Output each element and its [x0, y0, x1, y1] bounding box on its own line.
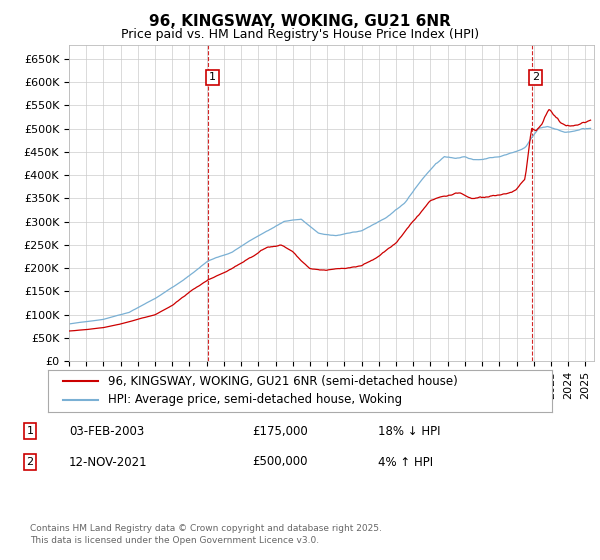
Text: 96, KINGSWAY, WOKING, GU21 6NR: 96, KINGSWAY, WOKING, GU21 6NR [149, 14, 451, 29]
Text: 2: 2 [532, 72, 539, 82]
Text: HPI: Average price, semi-detached house, Woking: HPI: Average price, semi-detached house,… [109, 393, 403, 407]
Text: 1: 1 [26, 426, 34, 436]
Text: 12-NOV-2021: 12-NOV-2021 [69, 455, 148, 469]
Text: 03-FEB-2003: 03-FEB-2003 [69, 424, 144, 438]
Text: 96, KINGSWAY, WOKING, GU21 6NR (semi-detached house): 96, KINGSWAY, WOKING, GU21 6NR (semi-det… [109, 375, 458, 388]
Text: 1: 1 [209, 72, 216, 82]
Text: £500,000: £500,000 [252, 455, 308, 469]
Text: 18% ↓ HPI: 18% ↓ HPI [378, 424, 440, 438]
Text: 4% ↑ HPI: 4% ↑ HPI [378, 455, 433, 469]
Text: 2: 2 [26, 457, 34, 467]
Text: Price paid vs. HM Land Registry's House Price Index (HPI): Price paid vs. HM Land Registry's House … [121, 28, 479, 41]
Text: Contains HM Land Registry data © Crown copyright and database right 2025.
This d: Contains HM Land Registry data © Crown c… [30, 524, 382, 545]
Text: £175,000: £175,000 [252, 424, 308, 438]
